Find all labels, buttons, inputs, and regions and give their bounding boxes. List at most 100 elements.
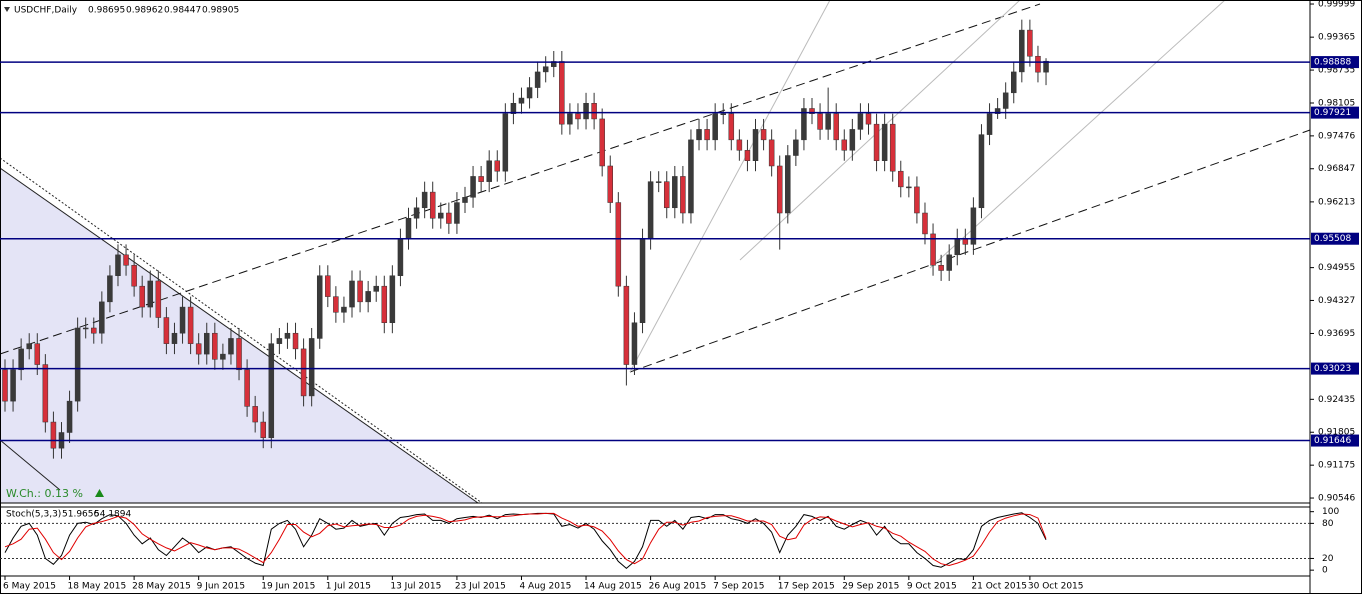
y-tick-label: 0.92435 [1318, 395, 1355, 405]
x-tick-label: 18 May 2015 [68, 582, 127, 592]
candle-body [268, 343, 275, 438]
candle-body [429, 191, 436, 219]
candle-body [922, 212, 928, 235]
candle-body [421, 191, 428, 209]
candle-body [276, 338, 283, 344]
candle-body [865, 113, 872, 125]
candle-body [954, 238, 961, 256]
candle-body [179, 306, 186, 334]
candle-body [204, 332, 210, 355]
candle-body [284, 332, 291, 339]
candle-body [1043, 60, 1049, 73]
candle-body [486, 160, 492, 182]
candle-body [841, 139, 848, 151]
y-tick-label: 0.91805 [1318, 428, 1355, 438]
candle-body [454, 202, 460, 224]
candle-body [1019, 29, 1025, 73]
close-value: 0.98905 [202, 6, 239, 16]
y-tick-label: 0.97476 [1318, 131, 1355, 141]
candle-body [316, 275, 323, 339]
candle-body [405, 217, 412, 240]
y-tick-label: 0.91175 [1318, 461, 1355, 471]
x-tick-label: 14 Aug 2015 [584, 582, 642, 592]
candle-body [413, 207, 420, 219]
level-label: 0.98888 [1314, 58, 1351, 68]
candle-body [446, 212, 452, 224]
x-tick-label: 9 Oct 2015 [907, 582, 957, 592]
candle-body [494, 160, 501, 172]
candle-body [873, 123, 880, 162]
stoch-tick-label: 100 [1322, 507, 1339, 517]
x-tick-label: 13 Jul 2015 [390, 582, 441, 592]
candle-body [768, 139, 775, 167]
candle-body [252, 406, 258, 423]
x-tick-label: 26 Aug 2015 [649, 582, 707, 592]
candle-body [962, 238, 969, 245]
menu-icon[interactable] [4, 7, 10, 12]
candle-body [438, 212, 444, 219]
candle-body [99, 301, 105, 334]
candle-body [349, 280, 355, 308]
candle-body [82, 327, 89, 330]
x-tick-label: 30 Oct 2015 [1028, 582, 1084, 592]
candle-body [567, 113, 573, 125]
level-label-box [1311, 232, 1359, 245]
candle-body [639, 238, 646, 324]
x-tick-label: 7 Sep 2015 [713, 582, 764, 592]
candle-body [66, 400, 73, 433]
up-arrow [95, 489, 104, 497]
candle-body [599, 118, 605, 167]
x-tick-label: 6 May 2015 [3, 582, 56, 592]
x-tick-label: 29 Sep 2015 [842, 582, 899, 592]
candle-body [1035, 55, 1041, 73]
candle-body [647, 181, 654, 240]
candle-body [655, 181, 662, 183]
candle-body [325, 275, 331, 297]
week-change: W.Ch.: 0.13 % [6, 487, 83, 500]
candle-body [776, 165, 783, 214]
candle-body [672, 176, 678, 209]
candle-body [333, 296, 339, 313]
x-tick-label: 4 Aug 2015 [519, 582, 571, 592]
candle-body [736, 139, 743, 151]
candle-body [147, 280, 154, 308]
candle-body [607, 165, 613, 203]
stoch-d-value: 54.1894 [94, 510, 131, 520]
x-tick-label: 17 Sep 2015 [778, 582, 835, 592]
candle-body [978, 134, 985, 209]
candle-body [889, 123, 896, 172]
candle-body [833, 113, 839, 141]
candle-body [752, 129, 759, 162]
x-tick-label: 19 Jun 2015 [261, 582, 315, 592]
candle-body [373, 285, 379, 292]
x-tick-label: 21 Oct 2015 [971, 582, 1027, 592]
candle-body [34, 343, 41, 365]
stoch-k-value: 51.9656 [62, 510, 99, 520]
candle-body [898, 170, 904, 188]
candle-body [914, 186, 920, 214]
candle-body [591, 103, 597, 120]
y-tick-label: 0.99999 [1318, 0, 1355, 10]
y-tick-label: 0.96847 [1318, 164, 1355, 174]
candle-body [760, 129, 767, 141]
candle-body [825, 113, 831, 130]
fan-line [739, 0, 1021, 261]
high-value: 0.98962 [126, 6, 163, 16]
x-tick-label: 28 May 2015 [132, 582, 191, 592]
level-label-box [1311, 106, 1359, 119]
candle-body [534, 71, 541, 88]
channel-line [629, 129, 1311, 373]
candle-body [938, 265, 944, 271]
level-label: 0.93023 [1314, 364, 1351, 374]
candle-body [139, 285, 145, 308]
candle-body [131, 265, 137, 287]
candle-body [308, 338, 315, 397]
fan-line [929, 0, 1226, 269]
level-label: 0.91646 [1314, 436, 1351, 446]
stoch-tick-label: 20 [1322, 554, 1334, 564]
y-tick-label: 0.93695 [1318, 329, 1355, 339]
candle-body [986, 113, 993, 135]
candle-body [171, 332, 178, 344]
